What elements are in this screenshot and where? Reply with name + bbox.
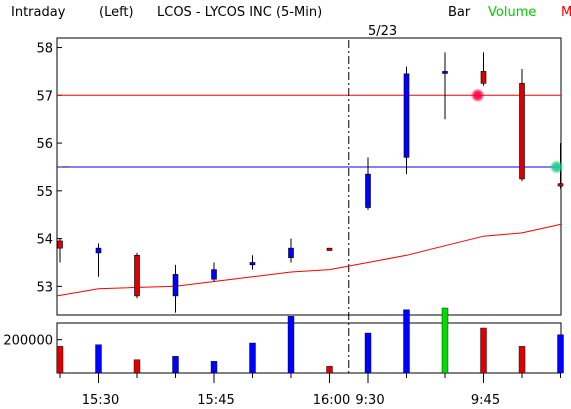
candle-body — [557, 183, 564, 187]
price-bars — [57, 52, 564, 313]
volume-bar — [56, 346, 64, 374]
candle-body — [442, 71, 448, 74]
candle-body — [249, 262, 256, 266]
line-markers — [470, 88, 564, 174]
moving-average — [56, 223, 562, 297]
green-marker — [549, 159, 564, 174]
chart-type-label[interactable]: Bar — [448, 5, 471, 20]
time-axis: 15:30 15:45 16:00 9:30 9:45 — [59, 373, 561, 408]
price-tick-label: 57 — [36, 89, 53, 104]
volume-bar — [326, 366, 333, 374]
candle-body — [95, 247, 102, 254]
volume-bar — [557, 334, 564, 374]
candle-body — [211, 269, 217, 280]
candle-body — [519, 83, 525, 180]
price-tick-label: 56 — [36, 137, 53, 152]
moving-average-line — [56, 223, 562, 297]
volume-bar — [172, 356, 179, 374]
time-tick-label: 15:45 — [197, 393, 234, 408]
mode-label[interactable]: Intraday — [11, 5, 66, 20]
volume-bar — [364, 332, 372, 374]
price-tick-label: 55 — [36, 185, 53, 200]
candle-body — [326, 247, 333, 251]
volume-bar — [518, 346, 526, 374]
volume-bar — [403, 309, 410, 374]
m-toggle-label[interactable]: M — [561, 5, 571, 20]
time-tick-label: 16:00 — [313, 393, 350, 408]
volume-bar — [210, 361, 218, 374]
volume-axis: 200000 — [3, 334, 62, 349]
candle-body — [403, 73, 410, 158]
volume-bar — [287, 316, 295, 374]
price-axis: 53 54 55 56 57 58 — [36, 42, 62, 295]
volume-tick-label: 200000 — [3, 334, 53, 349]
volume-bars — [56, 307, 564, 374]
date-marker-label: 5/23 — [368, 24, 397, 39]
volume-bar — [480, 327, 487, 374]
volume-bar — [95, 344, 102, 374]
candle-body — [134, 255, 140, 297]
time-tick-label: 9:30 — [355, 393, 384, 408]
time-tick-label: 15:30 — [82, 393, 119, 408]
chart-title: LCOS - LYCOS INC (5-Min) — [157, 5, 322, 20]
candle-body — [57, 240, 63, 249]
candle-body — [365, 173, 371, 208]
volume-bar — [441, 307, 449, 374]
price-tick-label: 54 — [36, 233, 53, 248]
volume-bar — [133, 359, 141, 374]
price-tick-label: 53 — [36, 280, 53, 295]
volume-bar — [249, 342, 256, 374]
red-marker — [470, 88, 485, 103]
candle-body — [480, 71, 487, 84]
candle-body — [288, 247, 294, 258]
axis-side-label[interactable]: (Left) — [99, 5, 134, 20]
price-tick-label: 58 — [36, 42, 53, 57]
candle-body — [172, 274, 179, 297]
volume-toggle-label[interactable]: Volume — [488, 5, 536, 20]
reference-lines — [57, 94, 561, 168]
time-tick-label: 9:45 — [471, 393, 500, 408]
